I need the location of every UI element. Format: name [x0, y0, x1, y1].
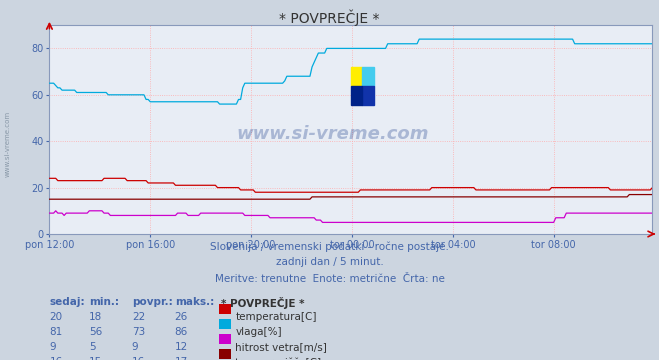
Text: Meritve: trenutne  Enote: metrične  Črta: ne: Meritve: trenutne Enote: metrične Črta: … [215, 274, 444, 284]
Text: 17: 17 [175, 357, 188, 360]
Text: 22: 22 [132, 312, 145, 322]
Text: temp. rosišča[C]: temp. rosišča[C] [235, 357, 322, 360]
Text: sedaj:: sedaj: [49, 297, 85, 307]
Text: Slovenija / vremenski podatki - ročne postaje.: Slovenija / vremenski podatki - ročne po… [210, 241, 449, 252]
FancyBboxPatch shape [362, 86, 374, 104]
Text: 5: 5 [89, 342, 96, 352]
Text: 86: 86 [175, 327, 188, 337]
Text: maks.:: maks.: [175, 297, 214, 307]
Text: 15: 15 [89, 357, 102, 360]
Text: min.:: min.: [89, 297, 119, 307]
FancyBboxPatch shape [351, 86, 362, 104]
Text: www.si-vreme.com: www.si-vreme.com [237, 125, 429, 143]
Text: hitrost vetra[m/s]: hitrost vetra[m/s] [235, 342, 327, 352]
Text: povpr.:: povpr.: [132, 297, 173, 307]
Text: 18: 18 [89, 312, 102, 322]
Text: 12: 12 [175, 342, 188, 352]
FancyBboxPatch shape [351, 67, 362, 86]
Text: 16: 16 [132, 357, 145, 360]
Text: 73: 73 [132, 327, 145, 337]
Text: * POVPREČJE *: * POVPREČJE * [221, 297, 304, 309]
Text: vlaga[%]: vlaga[%] [235, 327, 282, 337]
Text: 26: 26 [175, 312, 188, 322]
Text: www.si-vreme.com: www.si-vreme.com [5, 111, 11, 177]
Text: 56: 56 [89, 327, 102, 337]
Text: temperatura[C]: temperatura[C] [235, 312, 317, 322]
Text: 81: 81 [49, 327, 63, 337]
Text: zadnji dan / 5 minut.: zadnji dan / 5 minut. [275, 257, 384, 267]
FancyBboxPatch shape [362, 67, 374, 86]
Text: 20: 20 [49, 312, 63, 322]
Text: * POVPREČJE *: * POVPREČJE * [279, 9, 380, 26]
Text: 9: 9 [49, 342, 56, 352]
Text: 16: 16 [49, 357, 63, 360]
Text: 9: 9 [132, 342, 138, 352]
